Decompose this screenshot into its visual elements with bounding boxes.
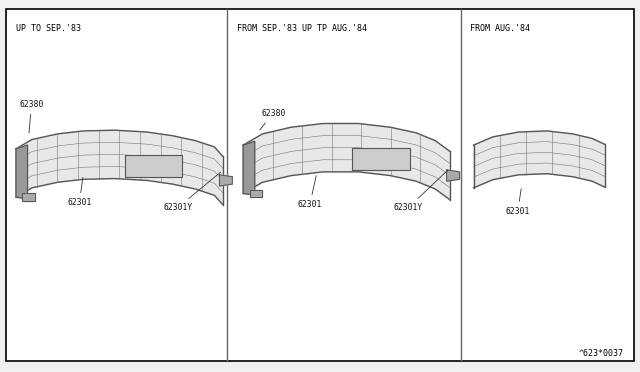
Text: 62301Y: 62301Y xyxy=(394,170,448,212)
Text: 62380: 62380 xyxy=(260,109,285,130)
Bar xyxy=(125,155,182,177)
Text: ^623*0037: ^623*0037 xyxy=(579,349,624,358)
Polygon shape xyxy=(447,170,460,181)
Polygon shape xyxy=(16,145,28,199)
Text: 62380: 62380 xyxy=(19,100,44,133)
Text: 62301: 62301 xyxy=(298,176,322,209)
Polygon shape xyxy=(220,175,232,186)
Text: FROM SEP.'83 UP TP AUG.'84: FROM SEP.'83 UP TP AUG.'84 xyxy=(237,24,367,33)
Polygon shape xyxy=(250,190,262,197)
Polygon shape xyxy=(474,131,605,188)
FancyBboxPatch shape xyxy=(6,9,634,361)
Bar xyxy=(352,148,410,170)
Polygon shape xyxy=(16,130,223,205)
Text: 62301: 62301 xyxy=(506,189,530,216)
Text: UP TO SEP.'83: UP TO SEP.'83 xyxy=(16,24,81,33)
Polygon shape xyxy=(243,124,450,200)
Text: 62301Y: 62301Y xyxy=(163,172,221,212)
Text: 62301: 62301 xyxy=(67,177,92,207)
Text: FROM AUG.'84: FROM AUG.'84 xyxy=(470,24,531,33)
Polygon shape xyxy=(243,141,255,195)
Polygon shape xyxy=(22,193,35,201)
